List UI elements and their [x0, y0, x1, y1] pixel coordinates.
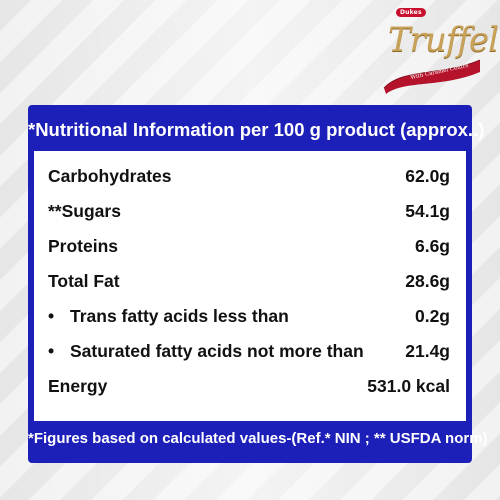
- row-label-group: • Saturated fatty acids not more than: [34, 341, 364, 362]
- row-value: 21.4g: [405, 340, 450, 361]
- row-label: Proteins: [48, 235, 119, 256]
- table-row: Proteins 6.6g: [34, 229, 466, 263]
- row-label: Trans fatty acids less than: [70, 305, 289, 326]
- table-row: **Sugars 54.1g: [34, 194, 466, 228]
- nutrition-table: Carbohydrates 62.0g **Sugars 54.1g Prote…: [34, 151, 466, 421]
- row-value: 6.6g: [414, 235, 450, 256]
- row-value: 531.0 kcal: [367, 375, 450, 396]
- row-value: 0.2g: [414, 305, 450, 326]
- ribbon-icon: [383, 59, 481, 94]
- row-value: 62.0g: [405, 165, 450, 186]
- brand-badge: Dukes: [396, 8, 426, 17]
- table-row: Carbohydrates 62.0g: [34, 159, 466, 193]
- row-label: Energy: [48, 375, 108, 396]
- table-row: Total Fat 28.6g: [34, 264, 466, 298]
- row-label: **Sugars: [48, 200, 121, 221]
- row-value: 28.6g: [405, 270, 450, 291]
- bullet-icon: •: [48, 305, 55, 326]
- row-value: 54.1g: [405, 200, 450, 221]
- product-name: Truffel: [388, 20, 499, 60]
- row-label: Saturated fatty acids not more than: [70, 340, 364, 361]
- nutrition-panel: *Nutritional Information per 100 g produ…: [28, 105, 488, 463]
- footnote: *Figures based on calculated values-(Ref…: [28, 430, 488, 447]
- row-label: Total Fat: [48, 270, 120, 291]
- row-label-group: • Trans fatty acids less than: [34, 306, 289, 327]
- panel-title: *Nutritional Information per 100 g produ…: [28, 119, 485, 140]
- truffel-logo: Dukes Truffel With Caramel Centre: [382, 6, 499, 98]
- row-label: Carbohydrates: [48, 165, 172, 186]
- table-row: Energy 531.0 kcal: [34, 369, 466, 403]
- table-row: • Trans fatty acids less than 0.2g: [34, 299, 466, 333]
- table-row: • Saturated fatty acids not more than 21.…: [34, 334, 466, 368]
- bullet-icon: •: [48, 340, 55, 361]
